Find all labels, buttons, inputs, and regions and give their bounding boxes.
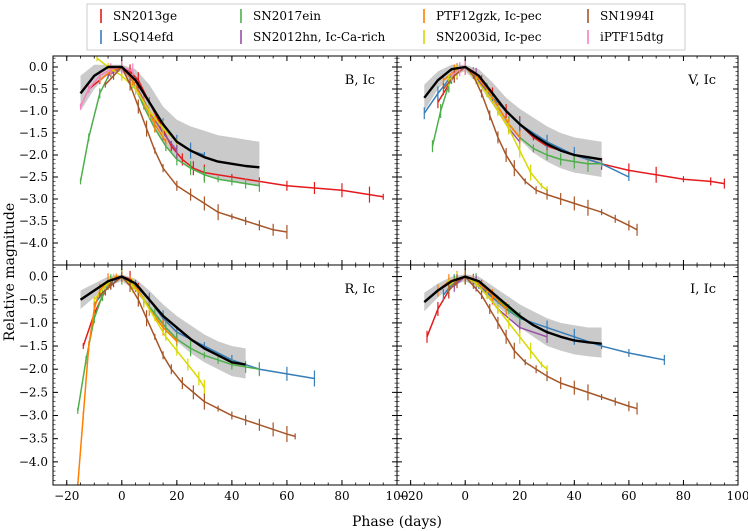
legend-entry: SN2012hn, Ic-Ca-rich [240, 30, 386, 44]
legend-entry: SN1994I [587, 9, 654, 23]
panel-title: B, Ic [345, 73, 375, 88]
y-tick-label: −3.0 [19, 409, 48, 423]
template-mean-line [79, 275, 246, 366]
template-band [80, 64, 260, 186]
template-mean-line [423, 65, 602, 161]
y-tick-label: −1.5 [19, 126, 48, 140]
x-tick-label: 100 [386, 489, 409, 503]
x-tick-label: 0 [461, 489, 469, 503]
y-tick-label: −2.0 [19, 362, 48, 376]
x-tick-label: 60 [279, 489, 294, 503]
legend-entry: LSQ14efd [100, 30, 174, 44]
x-tick-label: 80 [334, 489, 349, 503]
x-tick-label: −20 [54, 489, 79, 503]
y-tick-label: −3.5 [19, 432, 48, 446]
y-tick-label: −0.5 [19, 293, 48, 307]
y-tick-label: −2.5 [19, 170, 48, 184]
template-mean-line [79, 65, 260, 169]
y-tick-label: −2.0 [19, 148, 48, 162]
template-band [424, 274, 602, 358]
y-tick-label: −1.0 [19, 104, 48, 118]
legend-label: SN2013ge [113, 9, 177, 23]
y-tick-label: −3.5 [19, 214, 48, 228]
y-tick-label: −2.5 [19, 385, 48, 399]
x-tick-label: 20 [169, 489, 184, 503]
legend: SN2013ge LSQ14efd SN2017ein SN2012hn, Ic-Ca… [86, 3, 686, 51]
series-line [77, 275, 260, 412]
panel-3: −20 0 20 40 60 80 100 0.0 −0.5 −1.0 −1.5 −2.0 −2.5 −3… [19, 264, 409, 503]
legend-entry: iPTF15dtg [587, 30, 664, 44]
legend-label: SN1994I [600, 9, 654, 23]
y-tick-label: −1.5 [19, 339, 48, 353]
legend-entry: SN2003id, Ic-pec [423, 30, 542, 44]
x-tick-label: 0 [118, 489, 126, 503]
y-tick-label: −4.0 [19, 455, 48, 469]
x-tick-label: 40 [567, 489, 582, 503]
x-tick-label: 100 [727, 489, 748, 503]
x-tick-label: 20 [512, 489, 527, 503]
y-tick-label: 0.0 [29, 60, 48, 74]
legend-label: PTF12gzk, Ic-pec [436, 9, 542, 23]
x-axis-label: Phase (days) [352, 514, 442, 530]
legend-label: LSQ14efd [113, 30, 174, 44]
y-tick-label: −4.0 [19, 236, 48, 250]
y-axis-label: Relative magnitude [2, 203, 18, 341]
legend-label: iPTF15dtg [600, 30, 664, 44]
series-line [442, 66, 521, 138]
panel-title: I, Ic [690, 282, 716, 297]
panel-title: V, Ic [687, 73, 716, 88]
legend-entry: PTF12gzk, Ic-pec [423, 9, 542, 23]
panel-frame [396, 264, 739, 486]
y-tick-label: −3.0 [19, 192, 48, 206]
y-tick-label: −1.0 [19, 316, 48, 330]
panel-frame [52, 264, 398, 486]
y-tick-label: −0.5 [19, 82, 48, 96]
x-tick-label: 60 [621, 489, 636, 503]
legend-label: SN2012hn, Ic-Ca-rich [253, 30, 386, 44]
x-tick-label: 80 [676, 489, 691, 503]
x-tick-label: −20 [398, 489, 423, 503]
legend-label: SN2017ein [253, 9, 321, 23]
legend-entry: SN2017ein [240, 9, 321, 23]
y-tick-label: 0.0 [29, 270, 48, 284]
legend-label: SN2003id, Ic-pec [436, 30, 542, 44]
panel-4: −20 0 20 40 60 80 100 I, Ic [396, 264, 748, 503]
panel-2: V, Ic [396, 55, 739, 266]
panel-1: 0.0 −0.5 −1.0 −1.5 −2.0 −2.5 −3.0 −3.5 −4.0 B, Ic [19, 55, 398, 266]
template-mean-line [423, 275, 602, 345]
legend-entry: SN2013ge [100, 9, 177, 23]
legend-frame [86, 3, 686, 51]
x-tick-label: 40 [224, 489, 239, 503]
series-line [93, 275, 315, 380]
panel-title: R, Ic [345, 282, 375, 297]
